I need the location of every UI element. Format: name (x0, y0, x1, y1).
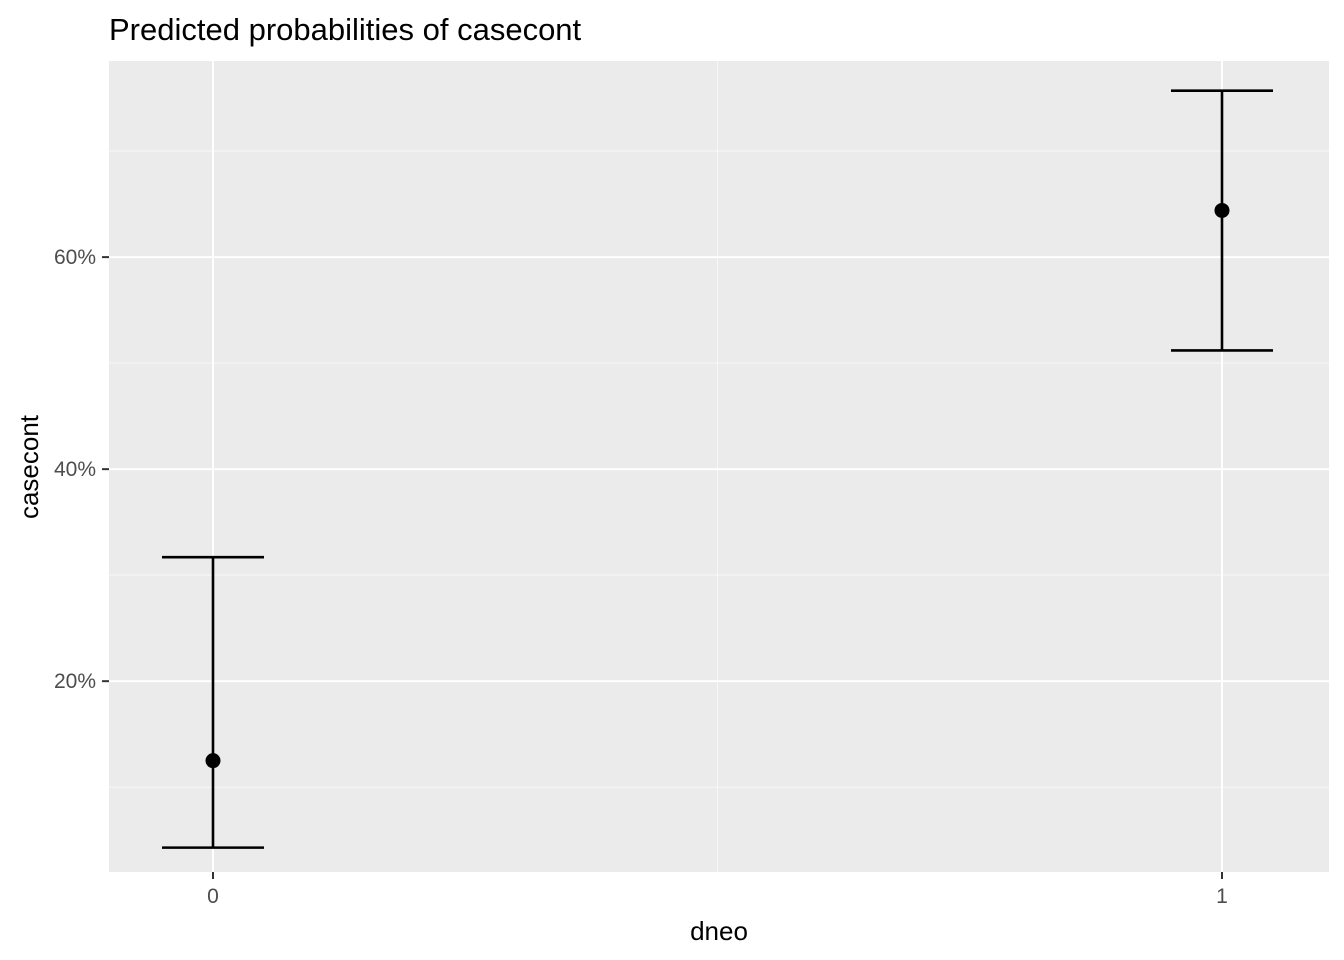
data-point (205, 753, 221, 769)
marks-layer (162, 89, 1273, 849)
x-axis-title: dneo (690, 916, 748, 946)
x-tick-label: 1 (1216, 885, 1228, 908)
y-tick-label: 40% (54, 458, 96, 481)
axes-layer: 20% 40% 60% 0 1 (54, 246, 1228, 908)
y-tick-label: 20% (54, 670, 96, 693)
y-axis-title: casecont (14, 414, 44, 519)
plot-panel (109, 61, 1329, 872)
x-tick-label: 0 (207, 885, 219, 908)
chart-title: Predicted probabilities of casecont (109, 12, 582, 47)
grid-layer (109, 61, 1329, 872)
data-point (1214, 202, 1230, 218)
y-tick-label: 60% (54, 246, 96, 269)
